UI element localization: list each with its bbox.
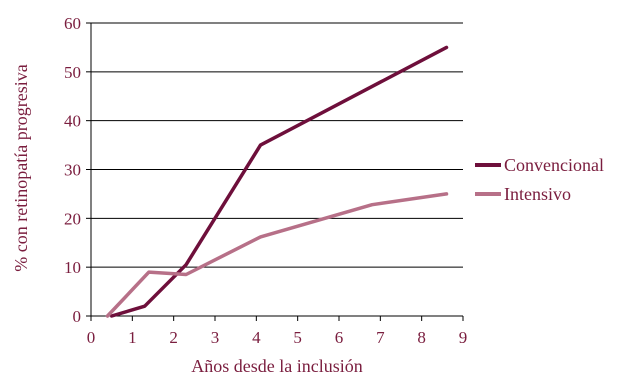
legend: Convencional Intensivo: [475, 155, 604, 204]
x-tick-label-4: 4: [252, 328, 261, 347]
legend-item-convencional: Convencional: [475, 155, 604, 175]
axes: [86, 22, 464, 321]
series-line-intensivo: [105, 192, 449, 318]
x-tick-label-5: 5: [293, 328, 302, 347]
y-tick-label-60: 60: [64, 14, 81, 33]
x-tick-label-2: 2: [169, 328, 178, 347]
x-tick-label-9: 9: [459, 328, 468, 347]
legend-label-intensivo: Intensivo: [504, 184, 571, 204]
x-axis-label: Años desde la inclusión: [191, 356, 362, 376]
gridlines: [91, 22, 463, 268]
series-line-convencional: [109, 45, 449, 318]
x-tick-labels: 0 1 2 3 4 5 6 7 8 9: [87, 328, 468, 347]
x-tick-label-1: 1: [128, 328, 137, 347]
y-tick-label-10: 10: [64, 258, 81, 277]
y-tick-label-0: 0: [73, 307, 82, 326]
y-axis-label: % con retinopatía progresiva: [11, 64, 31, 271]
series-lines: [105, 45, 449, 318]
y-tick-label-20: 20: [64, 209, 81, 228]
y-tick-labels: 0 10 20 30 40 50 60: [64, 14, 81, 326]
x-tick-label-7: 7: [376, 328, 385, 347]
legend-item-intensivo: Intensivo: [475, 184, 571, 204]
x-tick-label-6: 6: [335, 328, 344, 347]
y-tick-label-40: 40: [64, 112, 81, 131]
x-tick-label-8: 8: [417, 328, 426, 347]
legend-label-convencional: Convencional: [504, 155, 604, 175]
y-tick-label-30: 30: [64, 161, 81, 180]
x-tick-label-3: 3: [211, 328, 220, 347]
x-tick-label-0: 0: [87, 328, 96, 347]
y-tick-label-50: 50: [64, 63, 81, 82]
